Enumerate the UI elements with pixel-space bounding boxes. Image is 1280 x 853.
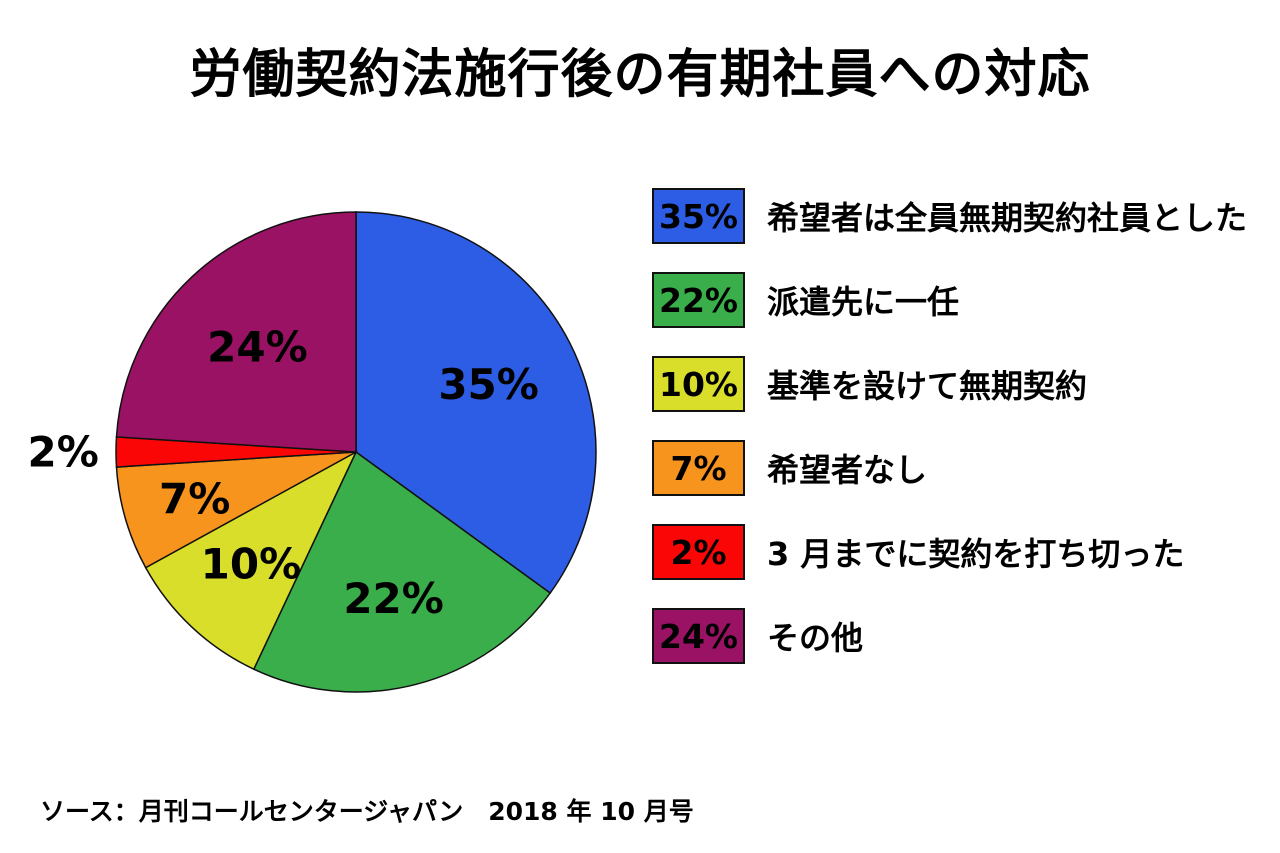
pie-slice-7%: [115, 451, 357, 569]
legend-label: 希望者なし: [767, 451, 928, 489]
legend-item: 7% 希望者なし: [652, 440, 1247, 496]
legend-label: 希望者は全員無期契約社員とした: [767, 199, 1248, 237]
legend-swatch: 10%: [652, 356, 745, 412]
legend-swatch: 24%: [652, 608, 745, 664]
legend: 35% 希望者は全員無期契約社員とした 22% 派遣先に一任 10% 基準を設け…: [652, 188, 1247, 692]
legend-label: 派遣先に一任: [767, 283, 960, 321]
legend-item: 22% 派遣先に一任: [652, 272, 1247, 328]
legend-label: 3 月までに契約を打ち切った: [767, 535, 1185, 573]
pie-chart: 35% 22% 10% 7% 2% 24%: [6, 202, 706, 702]
pie-label-35%: 35%: [438, 360, 539, 409]
pie-slice-35%: [355, 211, 597, 595]
legend-pct: 35%: [659, 196, 738, 236]
legend-swatch: 2%: [652, 524, 745, 580]
source-note: ソース：月刊コールセンタージャパン 2018 年 10 月号: [40, 797, 694, 826]
legend-swatch: 35%: [652, 188, 745, 244]
legend-pct: 7%: [670, 448, 727, 488]
pie-label-2%: 2%: [28, 428, 99, 477]
legend-label: その他: [767, 619, 864, 657]
legend-item: 2% 3 月までに契約を打ち切った: [652, 524, 1247, 580]
legend-item: 24% その他: [652, 608, 1247, 664]
pie-slice-10%: [144, 450, 358, 671]
legend-pct: 10%: [659, 364, 738, 404]
pie-label-22%: 22%: [343, 574, 444, 623]
legend-pct: 24%: [659, 616, 738, 656]
pie-label-10%: 10%: [201, 540, 302, 589]
legend-item: 35% 希望者は全員無期契約社員とした: [652, 188, 1247, 244]
legend-label: 基準を設けて無期契約: [767, 367, 1088, 405]
legend-pct: 2%: [670, 532, 727, 572]
pie-label-24%: 24%: [207, 323, 308, 372]
pie-label-7%: 7%: [159, 474, 230, 523]
legend-swatch: 22%: [652, 272, 745, 328]
chart-title: 労働契約法施行後の有期社員への対応: [189, 45, 1091, 105]
pie-slice-24%: [115, 211, 357, 453]
legend-swatch: 7%: [652, 440, 745, 496]
pie-svg: 35% 22% 10% 7% 2% 24%: [28, 211, 597, 693]
legend-item: 10% 基準を設けて無期契約: [652, 356, 1247, 412]
legend-pct: 22%: [659, 280, 738, 320]
